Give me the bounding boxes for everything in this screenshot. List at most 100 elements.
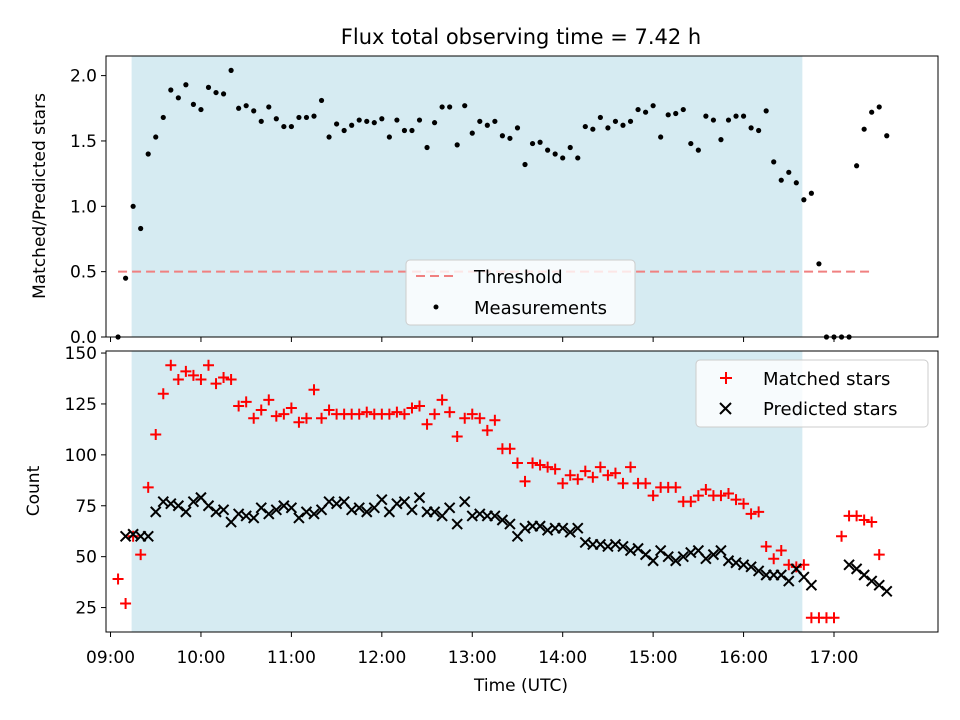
measurement-point: [431, 120, 438, 126]
measurement-point: [439, 104, 445, 110]
predicted-star-point: [700, 552, 712, 565]
measurement-point: [379, 116, 385, 122]
measurement-point: [801, 197, 807, 203]
matched-star-point: [670, 481, 682, 493]
measurement-point: [477, 118, 483, 124]
matched-star-point: [557, 477, 569, 489]
measurement-point: [658, 134, 664, 140]
measurement-point: [778, 177, 784, 183]
measurement-point: [251, 108, 257, 114]
matched-star-point: [873, 549, 885, 561]
measurement-point: [296, 114, 302, 121]
count-points: [112, 359, 893, 624]
matched-star-point: [504, 443, 516, 455]
x-tick-label: 09:00: [86, 648, 135, 668]
measurement-point: [349, 122, 355, 128]
measurement-point: [273, 116, 279, 122]
measurement-point: [386, 134, 392, 140]
matched-star-point: [293, 416, 305, 428]
matched-star-point: [210, 378, 222, 390]
matched-star-point: [640, 477, 652, 489]
top-legend: Threshold Measurements: [405, 259, 636, 326]
measurement-point: [590, 126, 596, 132]
measurement-point: [334, 121, 340, 127]
matched-star-point: [255, 404, 267, 416]
measurement-point: [545, 147, 551, 153]
measurement-point: [884, 133, 890, 139]
measurement-point: [326, 134, 332, 140]
measurement-point: [560, 155, 566, 161]
matched-star-point: [459, 412, 471, 424]
measurement-point: [673, 110, 679, 117]
predicted-star-point: [413, 491, 426, 504]
matched-star-point: [625, 461, 637, 473]
top-legend-box: [405, 259, 636, 326]
matched-star-point: [202, 359, 214, 371]
predicted-star-point: [843, 559, 855, 571]
measurement-point: [447, 104, 453, 110]
legend-predicted-label: Predicted stars: [763, 399, 897, 420]
predicted-star-point: [443, 502, 456, 514]
measurement-point: [740, 113, 747, 119]
predicted-star-point: [202, 500, 215, 512]
measurement-point: [341, 127, 347, 134]
bottom-shaded-band: [131, 351, 803, 632]
predicted-star-point: [142, 530, 154, 543]
matched-star-point: [564, 469, 576, 481]
x-axis-label: Time (UTC): [473, 676, 568, 696]
measurement-point: [462, 103, 468, 109]
predicted-star-point: [865, 575, 878, 587]
matched-star-point: [609, 467, 621, 479]
measurement-point: [861, 126, 867, 132]
measurement-point: [371, 120, 377, 126]
x-tick-label: 11:00: [267, 648, 316, 668]
predicted-star-point: [187, 495, 200, 508]
predicted-star-point: [504, 518, 516, 530]
x-tick-label: 10:00: [176, 648, 225, 668]
top-y-axis-label: Matched/Predicted stars: [30, 93, 50, 299]
predicted-star-point: [308, 508, 320, 520]
matched-star-point: [120, 597, 132, 609]
bottom-legend: Matched stars Predicted stars: [695, 359, 929, 428]
matched-star-point: [429, 408, 441, 420]
predicted-star-point: [775, 569, 787, 581]
measurement-point: [537, 139, 543, 145]
measurement-point: [718, 137, 724, 143]
matched-star-point: [300, 412, 312, 424]
matched-star-point: [150, 428, 162, 440]
matched-star-point: [753, 506, 765, 518]
matched-star-point: [195, 374, 207, 386]
measurement-point: [695, 147, 701, 153]
measurement-point: [499, 133, 506, 139]
predicted-star-point: [248, 512, 260, 524]
matched-star-point: [225, 374, 237, 386]
top-y-tick-label: 0.5: [70, 263, 97, 283]
bottom-y-tick-label: 100: [65, 446, 97, 466]
bottom-y-tick-label: 25: [75, 599, 97, 619]
measurement-point: [281, 123, 287, 130]
measurement-point: [642, 109, 649, 115]
matched-star-point: [444, 406, 456, 418]
measurement-point: [311, 113, 317, 119]
matched-star-point: [768, 553, 780, 565]
measurement-point: [710, 117, 717, 123]
predicted-star-point: [707, 548, 720, 561]
matched-star-point: [549, 463, 561, 475]
matched-star-point: [406, 402, 418, 414]
predicted-star-point: [715, 544, 727, 557]
measurement-point: [522, 161, 528, 168]
predicted-star-point: [255, 502, 267, 514]
measurement-point: [703, 113, 709, 119]
chart-title: Flux total observing time = 7.42 h: [341, 25, 701, 49]
measurement-point: [198, 106, 204, 113]
bottom-plot: 25 50 75 100 125 150 09:00 10:00 11:00 12:00 13:0…: [24, 344, 939, 696]
measurement-point: [288, 123, 294, 130]
measurement-point: [394, 117, 400, 123]
predicted-star-point: [805, 579, 818, 591]
x-tick-label: 12:00: [357, 648, 406, 668]
measurement-point: [236, 105, 242, 111]
measurement-point: [409, 127, 415, 134]
top-y-axis: 0.0 0.5 1.0 1.5 2.0: [70, 67, 106, 348]
matched-star-point: [361, 406, 373, 418]
bottom-legend-box: [695, 359, 929, 428]
